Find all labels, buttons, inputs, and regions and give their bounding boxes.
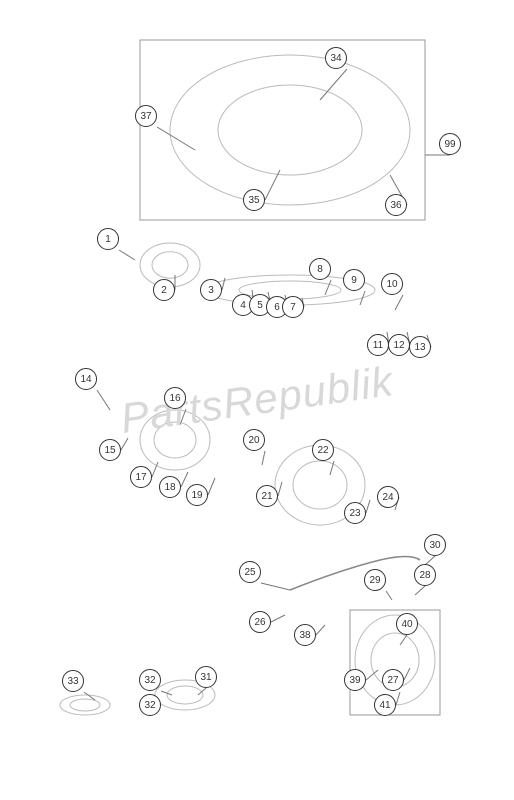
callout-19[interactable]: 19	[186, 484, 208, 506]
callout-32[interactable]: 32	[139, 669, 161, 691]
callout-7[interactable]: 7	[282, 296, 304, 318]
callout-33[interactable]: 33	[62, 670, 84, 692]
callout-26[interactable]: 26	[249, 611, 271, 633]
callout-layer: 3437353699123456789101112131415161718192…	[0, 0, 514, 800]
callout-29[interactable]: 29	[364, 569, 386, 591]
callout-15[interactable]: 15	[99, 439, 121, 461]
callout-3[interactable]: 3	[200, 279, 222, 301]
callout-39[interactable]: 39	[344, 669, 366, 691]
callout-11[interactable]: 11	[367, 334, 389, 356]
callout-14[interactable]: 14	[75, 368, 97, 390]
callout-99[interactable]: 99	[439, 133, 461, 155]
callout-28[interactable]: 28	[414, 564, 436, 586]
callout-24[interactable]: 24	[377, 486, 399, 508]
callout-23[interactable]: 23	[344, 502, 366, 524]
callout-37[interactable]: 37	[135, 105, 157, 127]
callout-32[interactable]: 32	[139, 694, 161, 716]
callout-20[interactable]: 20	[243, 429, 265, 451]
callout-22[interactable]: 22	[312, 439, 334, 461]
callout-40[interactable]: 40	[396, 613, 418, 635]
callout-34[interactable]: 34	[325, 47, 347, 69]
callout-36[interactable]: 36	[385, 194, 407, 216]
callout-16[interactable]: 16	[164, 387, 186, 409]
callout-31[interactable]: 31	[195, 666, 217, 688]
callout-12[interactable]: 12	[388, 334, 410, 356]
callout-1[interactable]: 1	[97, 228, 119, 250]
callout-2[interactable]: 2	[153, 279, 175, 301]
callout-9[interactable]: 9	[343, 269, 365, 291]
callout-21[interactable]: 21	[256, 485, 278, 507]
callout-38[interactable]: 38	[294, 624, 316, 646]
callout-10[interactable]: 10	[381, 273, 403, 295]
callout-35[interactable]: 35	[243, 189, 265, 211]
callout-8[interactable]: 8	[309, 258, 331, 280]
callout-13[interactable]: 13	[409, 336, 431, 358]
callout-18[interactable]: 18	[159, 476, 181, 498]
callout-30[interactable]: 30	[424, 534, 446, 556]
callout-25[interactable]: 25	[239, 561, 261, 583]
callout-27[interactable]: 27	[382, 669, 404, 691]
callout-17[interactable]: 17	[130, 466, 152, 488]
callout-41[interactable]: 41	[374, 694, 396, 716]
